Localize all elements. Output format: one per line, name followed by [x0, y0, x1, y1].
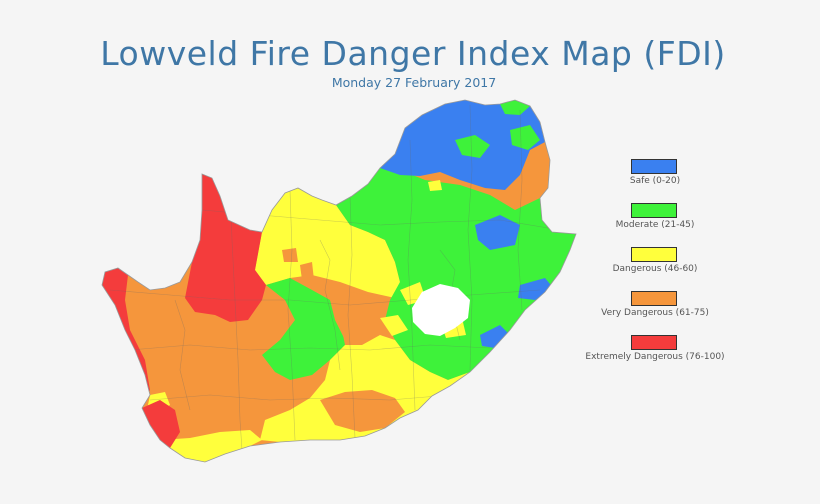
legend-label-safe: Safe (0-20) [629, 176, 681, 186]
legend-label-very-dangerous: Very Dangerous (61-75) [601, 308, 709, 318]
legend-item-dangerous: Dangerous (46-60) [585, 245, 725, 289]
legend-label-moderate: Moderate (21-45) [615, 220, 695, 230]
legend-item-safe: Safe (0-20) [585, 157, 725, 201]
map-title: Lowveld Fire Danger Index Map (FDI) [100, 34, 726, 73]
legend-swatch-very-dangerous [631, 291, 677, 306]
legend: Safe (0-20) Moderate (21-45) Dangerous (… [585, 157, 725, 377]
legend-swatch-dangerous [631, 247, 677, 262]
legend-item-very-dangerous: Very Dangerous (61-75) [585, 289, 725, 333]
province-regions [102, 100, 576, 462]
legend-label-extremely-dangerous: Extremely Dangerous (76-100) [585, 352, 725, 362]
map-date: Monday 27 February 2017 [331, 75, 497, 90]
lesotho-blank-area [412, 284, 470, 336]
legend-swatch-extremely-dangerous [631, 335, 677, 350]
legend-label-dangerous: Dangerous (46-60) [612, 264, 698, 274]
legend-item-extremely-dangerous: Extremely Dangerous (76-100) [585, 333, 725, 377]
legend-item-moderate: Moderate (21-45) [585, 201, 725, 245]
legend-swatch-safe [631, 159, 677, 174]
legend-swatch-moderate [631, 203, 677, 218]
